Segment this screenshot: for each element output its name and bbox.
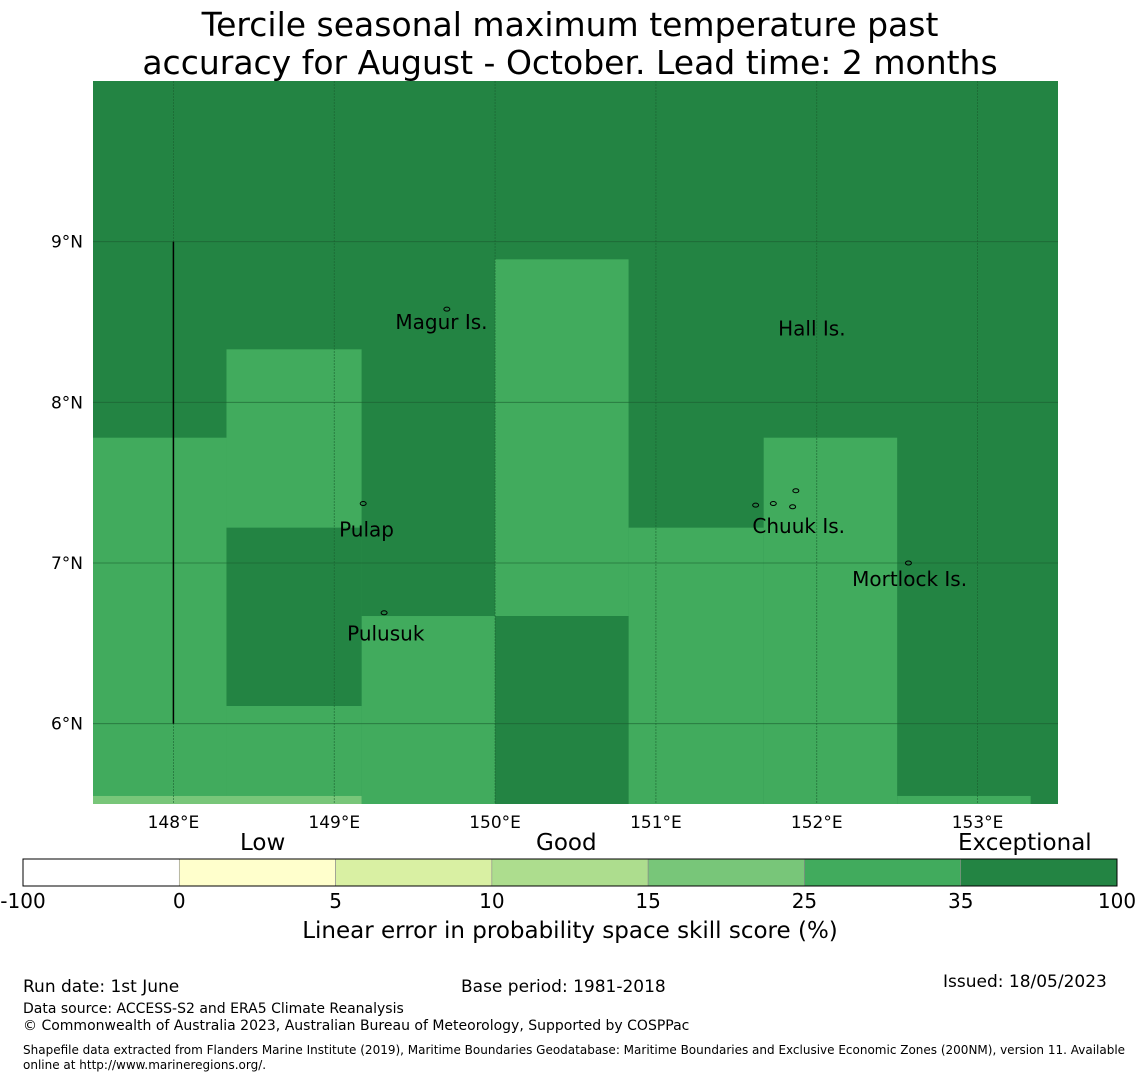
island-outline xyxy=(904,560,912,566)
colorbar-segment-very_good xyxy=(804,858,962,887)
colorbar-label: Linear error in probability space skill … xyxy=(302,918,838,944)
colorbar-tick-label: 0 xyxy=(173,889,186,913)
colorbar-segment-exceptional xyxy=(960,858,1118,887)
issued-date: Issued: 18/05/2023 xyxy=(943,972,1107,992)
place-label: Pulap xyxy=(339,517,394,541)
island-outline xyxy=(752,502,760,508)
lat-tick-label: 6°N xyxy=(51,715,83,735)
colorbar-tick-label: 10 xyxy=(479,889,504,913)
island-outline xyxy=(443,306,451,312)
colorbar-segment-good_high xyxy=(647,858,805,887)
map-title: Tercile seasonal maximum temperature pas… xyxy=(0,6,1140,82)
skill-cell-1 xyxy=(93,437,227,804)
category-low: Low xyxy=(240,830,286,856)
skill-cell-4 xyxy=(495,259,629,617)
lon-tick-label: 153°E xyxy=(952,813,1004,833)
island-outline xyxy=(769,501,777,507)
island-outline xyxy=(359,501,367,507)
skill-cell-6 xyxy=(763,437,898,804)
place-label: Chuuk Is. xyxy=(752,514,845,538)
skill-cell-8 xyxy=(226,527,362,706)
lat-tick-label: 7°N xyxy=(51,554,83,574)
colorbar-tick-label: -100 xyxy=(0,889,45,913)
island-outline xyxy=(789,504,797,510)
lat-tick-label: 9°N xyxy=(51,233,83,253)
lon-tick-label: 150°E xyxy=(469,813,521,833)
title-line-1: Tercile seasonal maximum temperature pas… xyxy=(201,5,939,44)
base-period: Base period: 1981-2018 xyxy=(461,977,666,997)
colorbar-tick-label: 100 xyxy=(1098,889,1136,913)
skill-cell-10 xyxy=(93,795,362,804)
island-outline xyxy=(380,610,388,616)
island-outline xyxy=(792,488,800,494)
data-source: Data source: ACCESS-S2 and ERA5 Climate … xyxy=(23,1001,404,1017)
category-good: Good xyxy=(536,830,597,856)
colorbar-frame xyxy=(22,858,1118,887)
place-label: Hall Is. xyxy=(778,316,845,340)
run-date: Run date: 1st June xyxy=(23,977,180,997)
lon-tick-label: 149°E xyxy=(308,813,360,833)
place-label: Pulusuk xyxy=(347,622,425,646)
skill-map: 148°E 149°E 150°E 151°E 152°E 153°E 9°N 8°N 7°N 6… xyxy=(51,81,1058,833)
colorbar-tick-label: 5 xyxy=(329,889,342,913)
skill-cell-7 xyxy=(897,795,1031,804)
skill-cell-9 xyxy=(495,616,629,804)
shapefile-credit: Shapefile data extracted from Flanders M… xyxy=(23,1043,1126,1072)
colorbar-segment-none xyxy=(22,858,180,887)
skill-cell-5 xyxy=(628,527,764,804)
skill-cell-3 xyxy=(361,616,496,804)
lon-tick-label: 152°E xyxy=(791,813,843,833)
lat-tick-label: 8°N xyxy=(51,393,83,413)
colorbar-tick-label: 25 xyxy=(792,889,817,913)
colorbar-segment-good_low xyxy=(335,858,493,887)
copyright: © Commonwealth of Australia 2023, Austra… xyxy=(23,1018,690,1034)
place-label: Magur Is. xyxy=(395,310,487,334)
lon-tick-label: 148°E xyxy=(148,813,200,833)
colorbar-tick-label: 35 xyxy=(948,889,973,913)
title-line-2: accuracy for August - October. Lead time… xyxy=(142,43,998,82)
colorbar-segment-low xyxy=(178,858,336,887)
category-exceptional: Exceptional xyxy=(958,830,1092,856)
lon-tick-label: 151°E xyxy=(630,813,682,833)
colorbar-segment-good_mid xyxy=(491,858,649,887)
place-label: Mortlock Is. xyxy=(852,567,967,591)
colorbar-tick-label: 15 xyxy=(635,889,660,913)
